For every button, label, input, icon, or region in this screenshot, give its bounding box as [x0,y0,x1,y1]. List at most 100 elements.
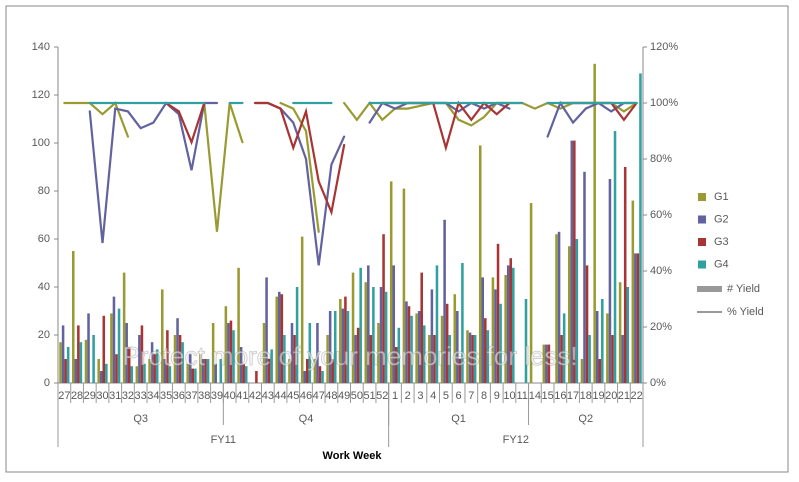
y-tick-label: 120 [32,89,50,101]
x-tick-label: 19 [592,390,604,402]
bar [64,359,67,383]
bar [509,258,513,383]
pct-line [164,101,206,146]
x-tick-label: 43 [262,390,274,402]
bar [575,239,579,383]
bar [623,167,627,383]
bar [84,339,88,383]
bar [486,330,490,383]
bar [422,325,426,383]
legend-label: % Yield [727,306,764,318]
bar [555,234,558,383]
bar [613,131,617,383]
bar [639,73,642,384]
bar [150,342,154,383]
y-tick-label: 60 [38,233,50,245]
bar [598,359,602,383]
bar [443,219,446,383]
x-axis-title: Work Week [323,450,383,462]
bar [204,359,207,383]
bar [262,323,266,383]
pct-line [546,100,638,138]
quarter-label: Q1 [451,413,466,425]
bar [232,330,235,383]
bar [316,323,319,383]
bar [112,296,116,383]
bar [491,277,495,383]
bar [229,320,233,383]
bar [244,366,248,383]
bar [601,299,604,383]
x-tick-label: 7 [468,390,474,402]
bar [346,311,350,383]
bar [456,311,459,383]
legend-label: # Yield [727,283,760,295]
x-tick-label: 16 [554,390,566,402]
bar [321,371,324,383]
bar [87,313,90,383]
bar [570,140,574,383]
x-tick-label: 45 [287,390,299,402]
x-tick-label: 51 [363,390,375,402]
bar [415,313,418,383]
y2-tick-label: 60% [650,209,672,221]
legend-swatch [698,193,706,201]
bar [606,313,609,383]
pct-line [203,101,244,232]
x-tick-label: 40 [224,390,236,402]
bar [102,315,106,383]
bar [356,327,360,383]
bar [448,335,451,383]
legend-swatch [698,260,706,269]
bar [237,267,240,383]
x-tick-label: 39 [211,390,223,402]
legend-label: G2 [714,213,729,225]
bar [148,359,151,383]
y2-tick-label: 120% [650,41,678,53]
bar [59,342,62,383]
bar [562,313,566,383]
bar [66,347,70,383]
quarter-label: Q3 [133,413,148,425]
bar [529,203,533,383]
bar [573,140,576,383]
bar [512,267,515,383]
bar [97,359,100,383]
bar [186,363,189,383]
x-tick-label: 35 [160,390,172,402]
bar [242,363,245,383]
bar [618,282,622,383]
x-tick-label: 34 [147,390,159,402]
bar [585,265,589,383]
bar [166,330,169,383]
bar [458,359,462,383]
bar [588,335,591,383]
bar [621,335,624,383]
bar [161,289,164,383]
bar [219,359,223,383]
x-tick-label: 46 [300,390,312,402]
bar [130,366,134,383]
bar [115,354,118,383]
bar [461,263,464,383]
y-tick-label: 0 [44,377,50,389]
x-tick-label: 17 [567,390,579,402]
bar [595,311,599,383]
x-tick-label: 21 [618,390,630,402]
bar [110,313,113,383]
bar [499,303,502,383]
x-tick-label: 49 [338,390,350,402]
bar [557,231,561,383]
y-tick-label: 80 [38,185,50,197]
bar [275,296,279,383]
bar [430,289,434,383]
x-tick-label: 14 [529,390,541,402]
bar [92,335,95,383]
x-tick-label: 20 [605,390,617,402]
x-tick-label: 22 [631,390,643,402]
bar [140,325,144,383]
chart-border [5,5,789,473]
x-tick-label: 4 [430,390,436,402]
x-tick-label: 9 [494,390,500,402]
